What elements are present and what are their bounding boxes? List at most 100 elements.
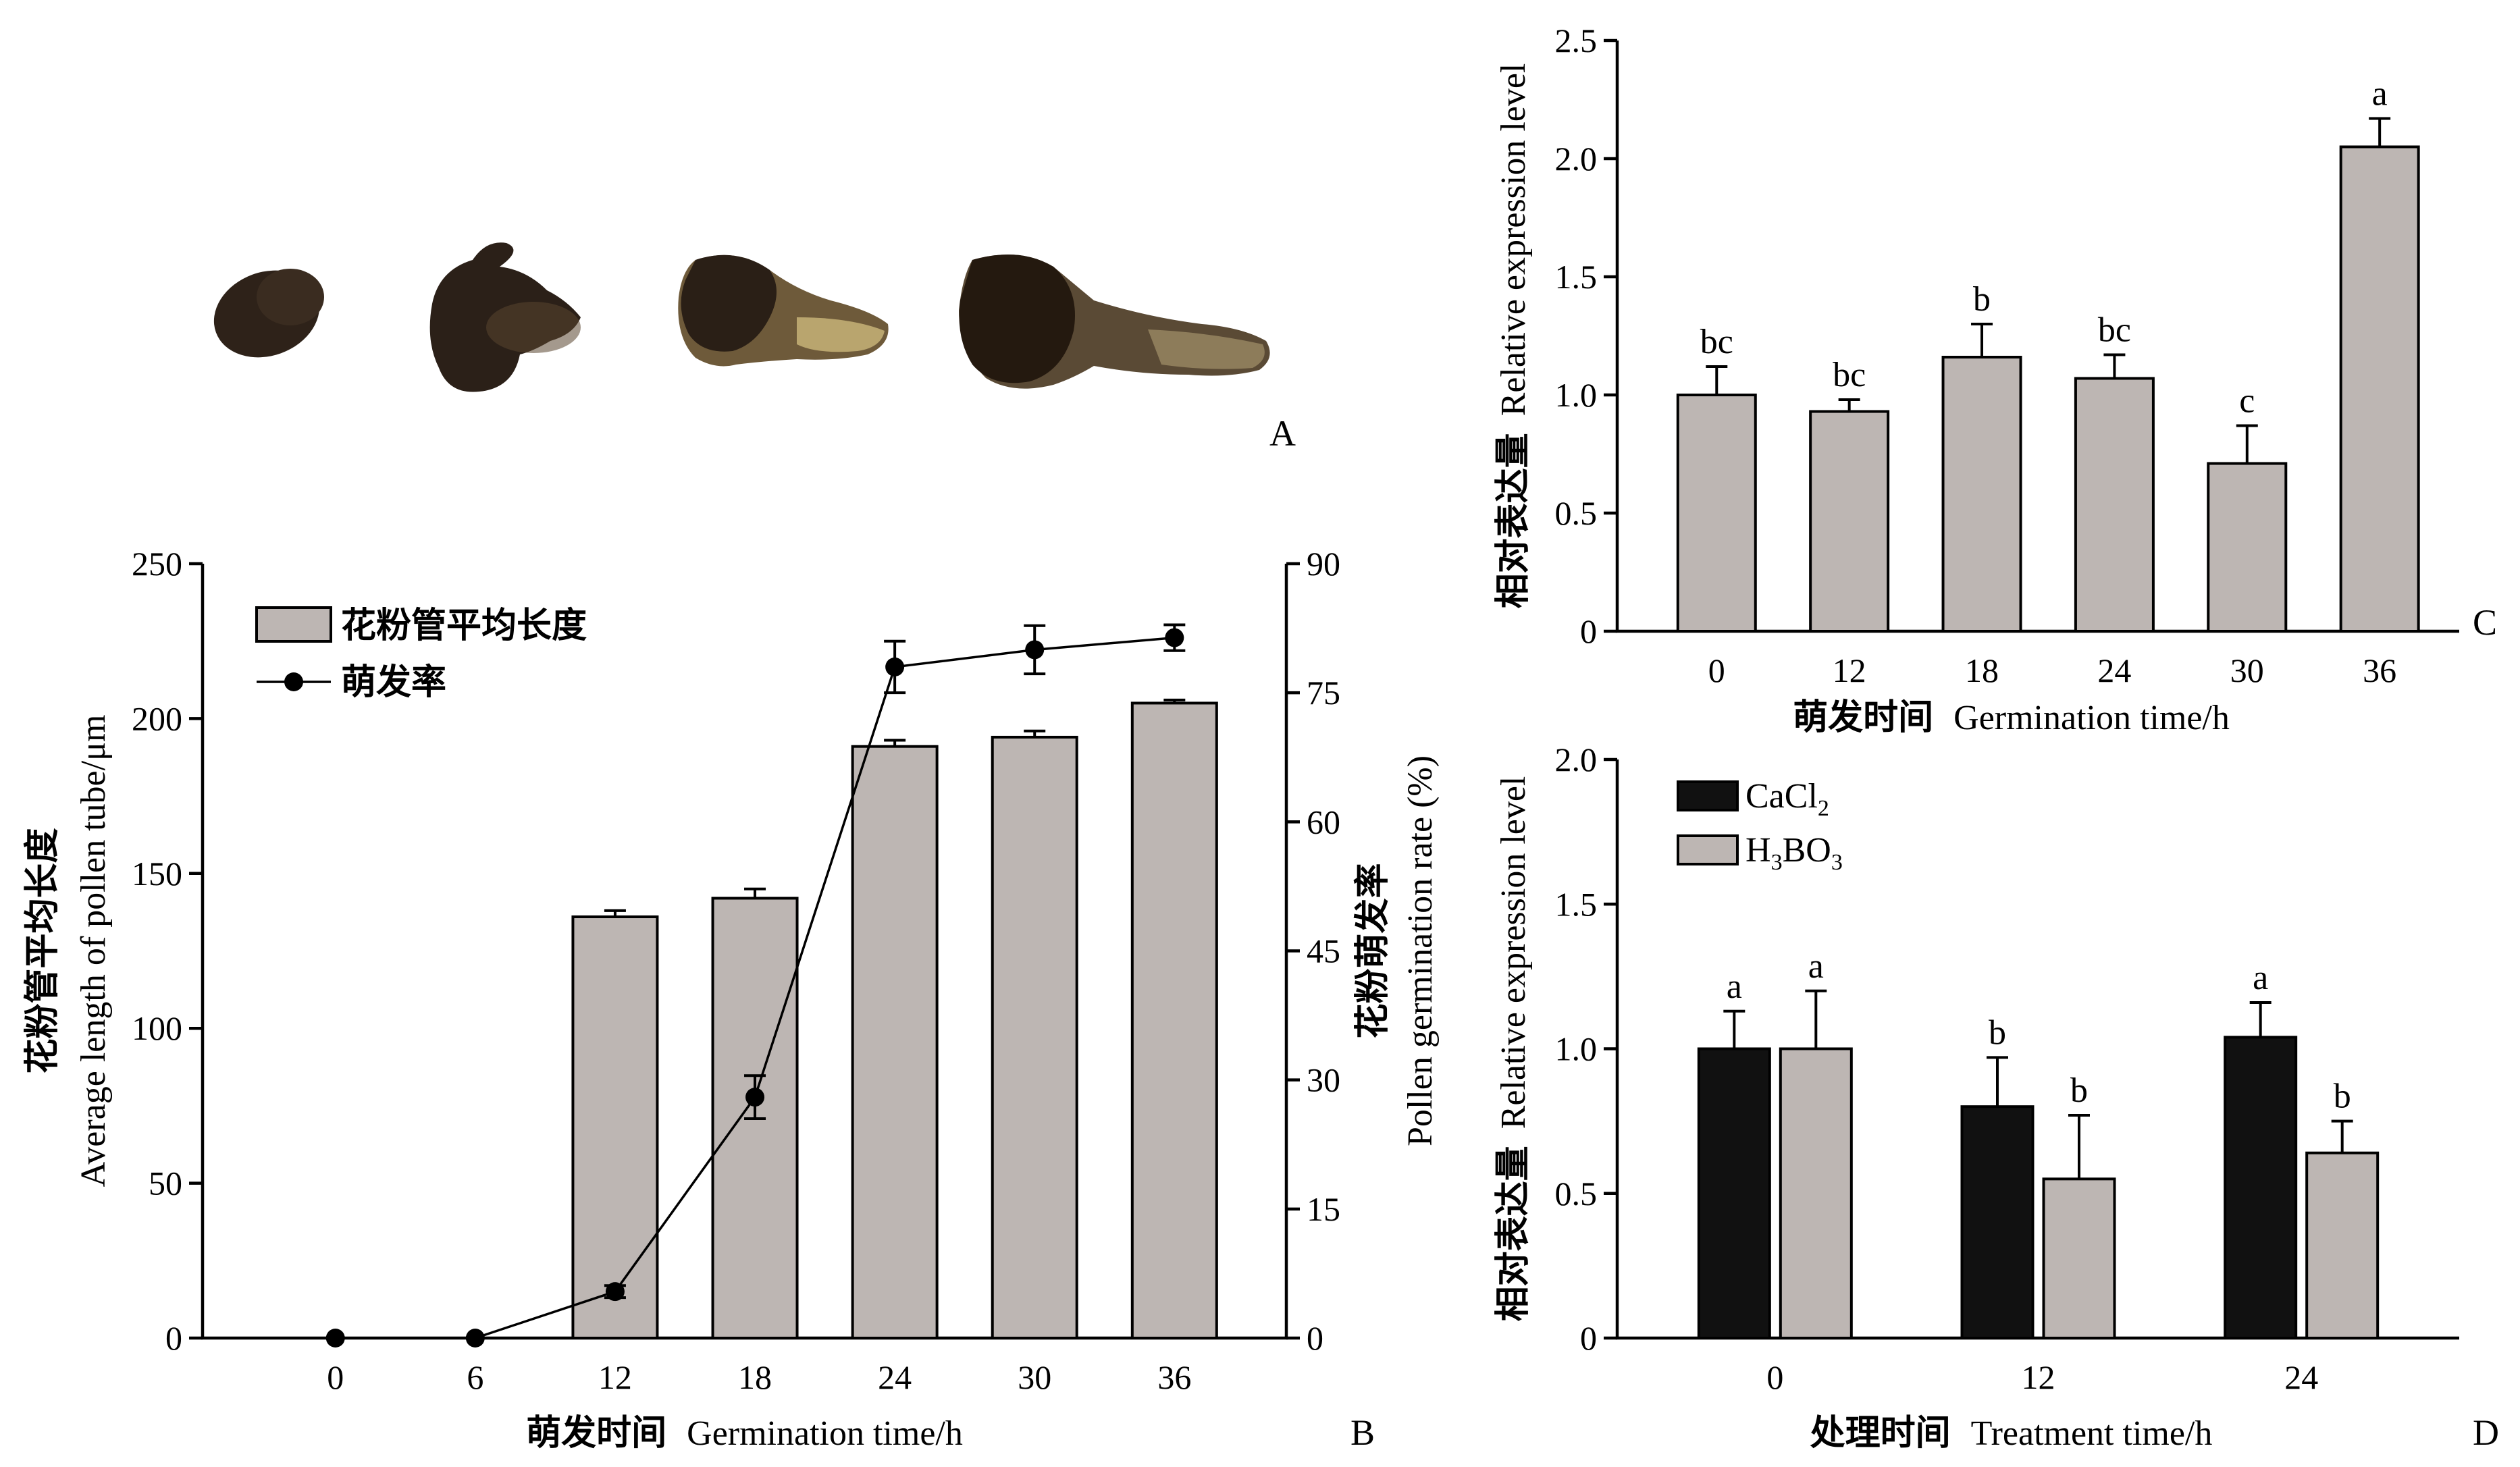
b-left-tick-label: 50 [149,1165,182,1202]
d-legend-h3bo3-swatch [1677,834,1739,865]
c-y-axis-label: 相对表达量 Relative expression level [1493,63,1533,609]
b-right-tick-label: 0 [1307,1319,1323,1357]
c-x-tick-label: 30 [2230,651,2264,689]
b-bar [991,735,1078,1339]
panel-b-chart: 0 50 100 150 200 250 0 15 30 45 60 75 90 0 6 12 18 24 30 36… [22,545,1440,1453]
d-x-axis-label: 处理时间 Treatment time/h [1810,1413,2213,1453]
b-point [465,1329,485,1348]
b-legend-bar-label: 花粉管平均长度 [341,606,587,646]
b-bar-error [744,887,766,899]
pollen-grain-stage-2 [429,242,581,392]
d-legend-cacl2-label: CaCl2 [1745,777,1829,821]
d-y-axis-label-zh: 相对表达量 [1493,1146,1533,1321]
c-bar-error [1971,323,1993,357]
b-bar [851,745,939,1339]
panel-c-chart: 0 0.5 1.0 1.5 2.0 2.5 bc 0 bc 12 b 18 bc 24 c 30 a 36 萌发时间… [1493,22,2459,738]
d-x-tick-label: 12 [2022,1358,2055,1396]
b-x-tick-label: 24 [878,1358,912,1396]
c-x-tick-label: 0 [1708,651,1725,689]
c-y-tick-label: 1.0 [1555,376,1598,414]
c-y-tick-label: 0 [1580,612,1597,650]
d-significance-label: b [1989,1013,2006,1052]
c-bar-error [1706,365,1728,395]
c-bar-error [2369,117,2391,147]
b-right-axis-label-en: Pollen germination rate (%) [1401,755,1440,1146]
d-bar-error [2068,1114,2090,1179]
c-bar [1676,394,1757,633]
d-x-axis-label-zh: 处理时间 [1810,1413,1951,1453]
d-y-axis-label-en: Relative expression level [1494,776,1533,1129]
d-bar [1960,1105,2035,1339]
c-bar [2074,377,2155,633]
d-y-tick-label: 1.5 [1555,885,1598,923]
panel-label-c: C [2473,602,2497,643]
c-x-tick-label: 36 [2363,651,2396,689]
b-right-tick-label: 60 [1307,803,1340,841]
c-y-tick-label: 2.0 [1555,140,1598,178]
b-left-tick-label: 100 [132,1009,182,1047]
b-left-tick-label: 250 [132,545,182,583]
c-y-tick-label: 1.5 [1555,258,1598,296]
b-x-tick-label: 30 [1018,1358,1051,1396]
d-bar [2305,1151,2380,1339]
b-bar-error [1024,729,1046,737]
c-significance-label: a [2372,75,2388,113]
b-bar-error [604,909,626,917]
d-y-tick-label: 0.5 [1555,1175,1598,1212]
b-x-axis-label-en: Germination time/h [687,1414,963,1453]
b-x-tick-label: 36 [1157,1358,1191,1396]
pollen-grain-stage-1 [213,269,324,358]
d-bar-error [2249,1001,2272,1038]
d-x-tick-label: 0 [1766,1358,1783,1396]
panel-label-a: A [1269,413,1296,454]
panel-label-b: B [1350,1412,1375,1453]
d-legend-cacl2-swatch [1677,780,1739,811]
d-significance-label: b [2334,1077,2351,1116]
d-bar [1697,1047,1771,1339]
panel-d-chart: 0 0.5 1.0 1.5 2.0 0 a a 12 b b 24 a b CaCl2 H3BO3 处理时间 Tr… [1493,741,2459,1453]
pollen-grain-stage-4 [959,255,1270,389]
b-legend-bar-swatch [255,606,332,643]
d-legend-h3bo3-label: H3BO3 [1745,831,1843,875]
c-y-axis-label-en: Relative expression level [1494,63,1533,417]
c-x-tick-label: 18 [1965,651,1999,689]
c-y-tick-label: 0.5 [1555,494,1598,532]
b-x-tick-label: 12 [598,1358,632,1396]
b-bar-error [884,739,906,747]
c-y-tick-label: 2.5 [1555,22,1598,59]
b-x-tick-label: 0 [327,1358,344,1396]
c-bar [2207,462,2288,633]
b-bar-error [1163,698,1186,703]
c-x-axis-label: 萌发时间 Germination time/h [1793,697,2230,738]
c-x-tick-label: 12 [1833,651,1866,689]
b-left-tick-label: 200 [132,699,182,737]
panel-label-d: D [2473,1412,2499,1453]
b-legend-line-marker [284,672,303,691]
c-significance-label: c [2239,382,2255,421]
b-left-axis-label-en: Average length of pollen tube/μm [74,715,113,1188]
d-significance-label: b [2070,1071,2088,1110]
panel-a-pollen-images [213,242,1270,392]
b-point [745,1088,765,1107]
b-x-axis-label-zh: 萌发时间 [526,1413,666,1453]
d-x-axis-label-en: Treatment time/h [1971,1414,2213,1453]
b-point [325,1329,345,1348]
b-point [1025,640,1045,660]
d-significance-label: a [2253,959,2268,997]
d-y-tick-label: 0 [1580,1319,1597,1357]
b-point [885,657,905,676]
b-legend-line-label: 萌发率 [341,662,446,703]
c-bar [2339,145,2420,633]
d-bar [2042,1177,2116,1339]
d-significance-label: a [1808,947,1824,986]
b-point [1165,628,1184,647]
b-point [605,1282,625,1302]
c-bar [1809,410,1890,633]
d-y-tick-label: 2.0 [1555,741,1598,778]
c-x-axis-label-en: Germination time/h [1953,699,2230,737]
b-x-axis-label: 萌发时间 Germination time/h [526,1413,963,1453]
d-bar [2224,1036,2298,1339]
b-x-tick-label: 18 [738,1358,772,1396]
d-significance-label: a [1727,967,1742,1006]
